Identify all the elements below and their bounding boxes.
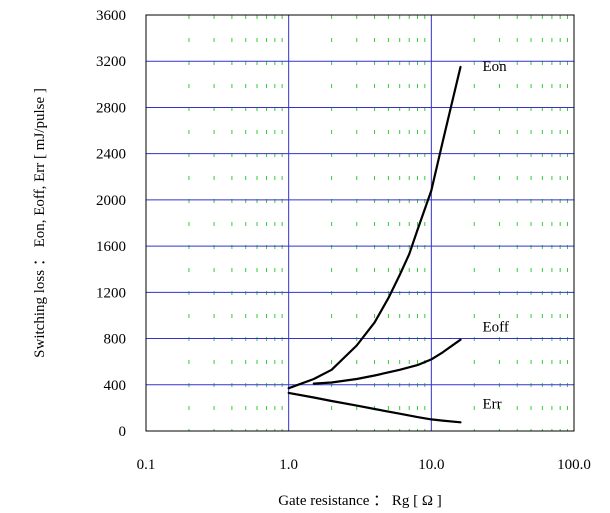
y-tick-label: 1600 [96, 239, 126, 255]
y-axis-title: Switching loss ： Eon, Eoff, Err [ mJ/pul… [32, 88, 48, 358]
series-label-err: Err [482, 396, 501, 412]
y-tick-label: 800 [104, 332, 127, 348]
plot-background [146, 15, 574, 431]
x-tick-label: 0.1 [137, 457, 156, 473]
y-tick-label: 2000 [96, 193, 126, 209]
y-tick-label: 1200 [96, 285, 126, 301]
y-tick-label: 2400 [96, 147, 126, 163]
series-label-eon: Eon [482, 59, 507, 75]
series-label-eoff: Eoff [482, 320, 508, 336]
x-tick-labels: 0.1 1.0 10.0 100.0 [137, 457, 591, 473]
y-tick-label: 0 [119, 424, 127, 440]
y-tick-label: 2800 [96, 100, 126, 116]
y-tick-label: 3600 [96, 8, 126, 24]
x-axis-title: Gate resistance ： Rg [ Ω ] [278, 493, 442, 509]
x-tick-label: 100.0 [557, 457, 591, 473]
y-tick-labels: 0 400 800 1200 1600 2000 2400 2800 3200 3600 [96, 8, 126, 440]
y-tick-label: 3200 [96, 54, 126, 70]
x-tick-label: 10.0 [418, 457, 444, 473]
x-tick-label: 1.0 [279, 457, 298, 473]
y-tick-label: 400 [104, 378, 127, 394]
